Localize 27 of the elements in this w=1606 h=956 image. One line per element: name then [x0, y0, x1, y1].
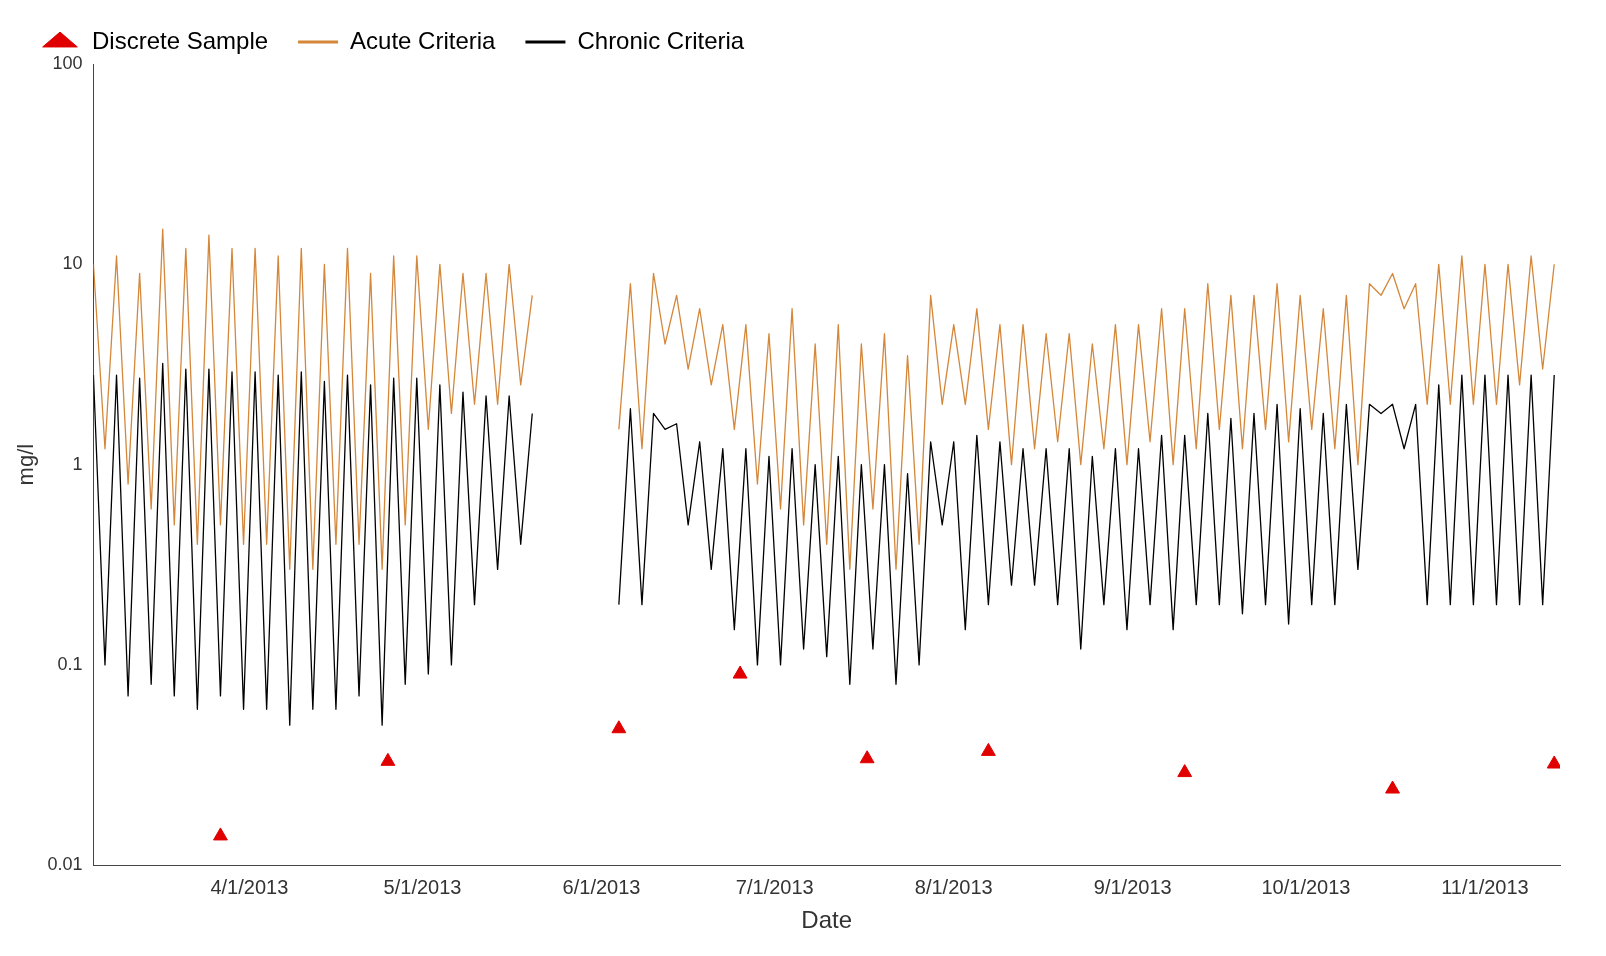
- x-tick-label: 8/1/2013: [914, 875, 993, 898]
- point: [732, 665, 748, 679]
- x-axis-title: Date: [801, 906, 853, 934]
- y-tick-label: 10: [62, 253, 83, 274]
- point: [611, 720, 627, 734]
- point: [1546, 755, 1560, 769]
- y-tick-label: 1: [72, 453, 83, 474]
- point: [859, 750, 875, 764]
- y-tick-label: 100: [52, 52, 83, 73]
- legend-label: Acute Criteria: [350, 26, 497, 54]
- x-tick-label: 7/1/2013: [735, 875, 814, 898]
- point: [1385, 780, 1400, 794]
- point: [380, 752, 396, 766]
- y-tick-label: 0.1: [57, 653, 83, 674]
- y-tick-label: 0.01: [47, 854, 83, 875]
- x-tick-label: 6/1/2013: [562, 875, 641, 898]
- point: [213, 827, 228, 841]
- x-tick-label: 9/1/2013: [1093, 875, 1172, 898]
- x-tick-label: 4/1/2013: [210, 875, 289, 898]
- point: [980, 742, 996, 756]
- point: [1177, 764, 1193, 778]
- x-tick-label: 5/1/2013: [383, 875, 462, 898]
- legend-label: Discrete Sample: [92, 26, 269, 54]
- x-tick-label: 11/1/2013: [1441, 875, 1529, 898]
- legend-label: Chronic Criteria: [577, 26, 745, 54]
- x-tick-label: 10/1/2013: [1261, 875, 1351, 898]
- y-axis-title: mg/l: [13, 443, 39, 486]
